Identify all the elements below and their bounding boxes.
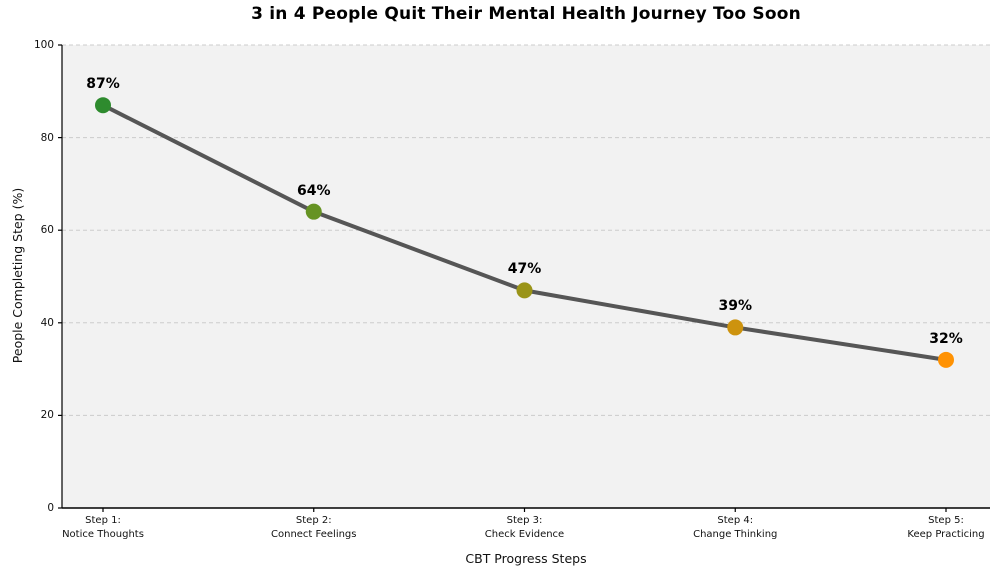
x-tick-label-3: Step 3: Check Evidence (484, 515, 565, 540)
data-point-5 (938, 351, 954, 368)
y-tick-label-60: 60 (40, 224, 54, 237)
point-value-label-4: 39% (718, 298, 752, 315)
plot-area (62, 45, 990, 508)
x-tick-label-2: Step 2: Connect Feelings (271, 515, 357, 540)
data-line (101, 103, 948, 362)
x-tick-label-4: Step 4: Change Thinking (693, 515, 778, 540)
point-value-label-3: 47% (507, 261, 542, 278)
data-point-2 (305, 203, 322, 220)
x-axis-title: CBT Progress Steps (465, 551, 587, 566)
point-value-label-1: 87% (86, 76, 120, 93)
point-value-label-5: 32% (929, 330, 963, 347)
data-point-3 (516, 282, 533, 299)
y-tick-label-20: 20 (40, 409, 54, 422)
point-value-label-2: 64% (296, 182, 331, 199)
x-tick-label-5: Step 5: Keep Practicing (907, 515, 985, 540)
chart-title: 3 in 4 People Quit Their Mental Health J… (251, 4, 801, 24)
y-tick-label-40: 40 (40, 316, 54, 329)
data-point-1 (95, 97, 111, 114)
y-tick-label-0: 0 (47, 502, 54, 514)
data-point-4 (727, 319, 744, 336)
y-tick-label-100: 100 (33, 39, 54, 51)
y-tick-label-80: 80 (40, 131, 54, 144)
y-axis-title: People Completing Step (%) (10, 187, 25, 364)
x-tick-label-1: Step 1: Notice Thoughts (62, 515, 144, 540)
